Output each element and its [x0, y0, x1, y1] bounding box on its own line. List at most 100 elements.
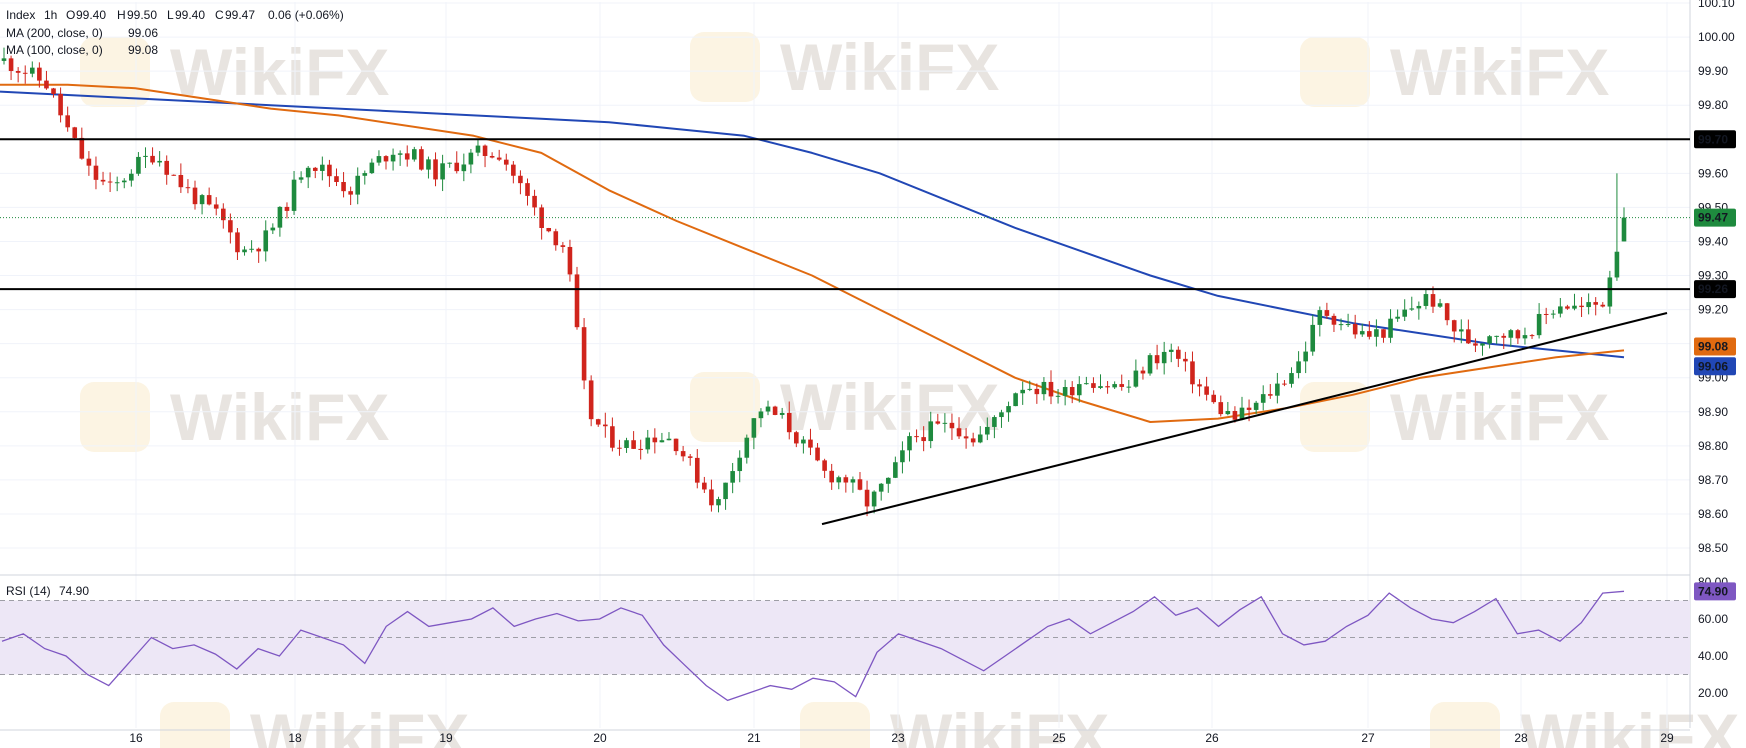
- candle-body: [206, 195, 212, 205]
- candle: [843, 474, 849, 493]
- candle-body: [794, 432, 799, 444]
- candle-body: [1133, 370, 1139, 387]
- candle-body: [369, 162, 375, 174]
- price-axis[interactable]: 100.10100.0099.9099.8099.7099.6099.5099.…: [1694, 0, 1736, 700]
- time-axis[interactable]: 16 18 19 20 21 23 25 26 27 28 29: [0, 729, 1690, 745]
- candle: [178, 163, 184, 193]
- candle: [1515, 328, 1521, 344]
- candle: [956, 417, 962, 439]
- candle: [72, 126, 78, 139]
- candle-body: [121, 180, 127, 183]
- candle-body: [985, 426, 990, 435]
- candle: [1607, 270, 1613, 314]
- candle-body: [1367, 331, 1372, 337]
- price-tick: 99.30: [1698, 269, 1728, 283]
- candle-body: [1536, 313, 1542, 336]
- candle: [390, 148, 396, 171]
- candle: [1331, 313, 1337, 332]
- candle-body: [178, 174, 184, 188]
- candle-body: [1069, 387, 1075, 396]
- candle: [235, 228, 240, 260]
- candle: [143, 147, 148, 169]
- candle-body: [1402, 309, 1407, 317]
- candle: [970, 432, 976, 447]
- candle: [1147, 353, 1153, 376]
- level-tag-upper: 99.70: [1694, 130, 1736, 149]
- candle: [1338, 318, 1344, 331]
- level-tag-lower: 99.26: [1694, 280, 1736, 299]
- legend-ma200-label[interactable]: MA (200, close, 0): [6, 26, 103, 40]
- candle-body: [1084, 383, 1089, 385]
- legend-change: 0.06 (+0.06%): [268, 8, 344, 22]
- candle: [581, 318, 587, 390]
- candle: [723, 482, 728, 510]
- ma100-tag-text: 99.08: [1698, 339, 1728, 353]
- candle: [864, 480, 870, 517]
- candle: [1140, 366, 1146, 380]
- candle: [298, 171, 304, 184]
- candle: [652, 428, 658, 454]
- candle-body: [765, 406, 771, 412]
- candle: [1069, 381, 1075, 404]
- candle-body: [1147, 355, 1153, 374]
- candle: [900, 441, 905, 474]
- candle: [348, 186, 353, 206]
- candle: [1451, 319, 1457, 343]
- candle-body: [878, 483, 884, 492]
- level-tag-lower-bg: [1694, 280, 1736, 299]
- price-tick: 98.60: [1698, 507, 1728, 521]
- candle-body: [37, 67, 42, 81]
- candle: [1253, 400, 1259, 414]
- candle: [114, 176, 120, 192]
- candle-body: [1119, 384, 1125, 387]
- current-price-tag-bg: [1694, 208, 1736, 227]
- candle: [1168, 343, 1174, 363]
- legend-ma100-label[interactable]: MA (100, close, 0): [6, 43, 103, 57]
- candle-body: [659, 440, 665, 443]
- candle: [1105, 381, 1110, 394]
- candle-body: [546, 228, 552, 232]
- level-tag-upper-text: 99.70: [1698, 132, 1728, 146]
- candle: [355, 167, 361, 205]
- time-tick: 27: [1361, 731, 1375, 745]
- legend-low-label: L: [167, 8, 174, 22]
- candle: [942, 413, 948, 433]
- candle-body: [942, 422, 948, 424]
- candle: [1345, 313, 1351, 328]
- candle-body: [79, 137, 85, 159]
- candle: [801, 436, 806, 454]
- rsi-legend-label[interactable]: RSI (14): [6, 584, 51, 598]
- candle-body: [1593, 302, 1599, 305]
- candle: [1062, 379, 1068, 406]
- candle-body: [914, 436, 919, 438]
- candle-body: [1558, 306, 1563, 314]
- candle: [1324, 302, 1330, 319]
- candle-body: [1289, 373, 1294, 384]
- candle: [51, 87, 56, 98]
- candle: [772, 405, 778, 416]
- candle-body: [1579, 305, 1584, 308]
- candle: [1197, 379, 1202, 397]
- candle-body: [22, 72, 28, 74]
- candle: [1558, 298, 1563, 318]
- candle-body: [298, 177, 304, 180]
- candle: [100, 171, 106, 186]
- candle-body: [1211, 394, 1216, 403]
- candle: [1437, 298, 1443, 308]
- candle: [1473, 338, 1478, 353]
- candle-body: [532, 195, 537, 208]
- candle: [631, 431, 636, 450]
- watermark-logo: [80, 382, 150, 452]
- candle: [1303, 341, 1308, 374]
- candle-body: [1098, 386, 1103, 388]
- candle-body: [1296, 361, 1301, 374]
- candle-body: [588, 380, 594, 420]
- candle: [468, 148, 474, 174]
- candle-body: [716, 499, 721, 506]
- candle-body: [256, 248, 261, 252]
- candle: [1458, 319, 1464, 344]
- candle: [878, 482, 884, 501]
- candle: [907, 432, 912, 462]
- candle-body: [496, 157, 502, 160]
